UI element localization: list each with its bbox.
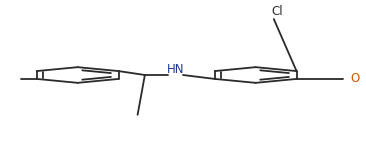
Text: HN: HN <box>167 63 184 76</box>
Text: Cl: Cl <box>272 5 283 18</box>
Text: O: O <box>350 72 359 85</box>
